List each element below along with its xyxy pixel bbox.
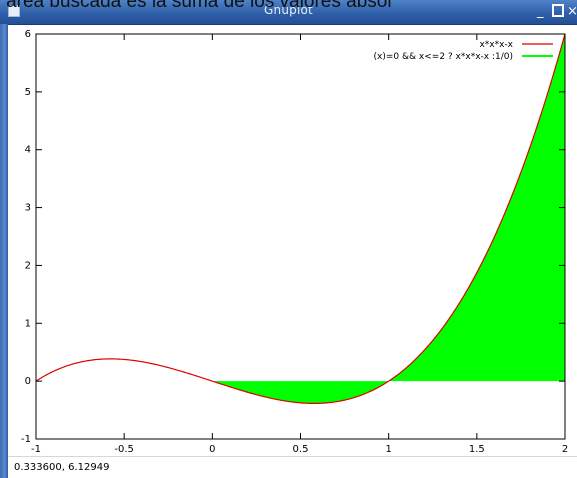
title-bar[interactable]: Gnuplot _ × [0,0,577,25]
x-tick-label: 0.5 [293,444,309,455]
legend-label-fill: (x)=0 && x<=2 ? x*x*x-x :1/0) [374,52,513,62]
x-tick-label: 0 [209,444,215,455]
y-tick-label: 5 [25,87,31,98]
x-tick-label: 1.5 [469,444,485,455]
window-left-border [0,24,8,478]
x-tick-label: -0.5 [114,444,134,455]
maximize-button[interactable] [552,4,564,17]
close-button[interactable]: × [567,4,577,19]
window-title: Gnuplot [264,3,313,17]
x-tick-label: 2 [562,444,568,455]
filled-area [212,34,565,404]
y-tick-label: 2 [25,260,31,271]
window-menu-icon[interactable] [8,5,20,17]
x-tick-label: -1 [31,444,41,455]
y-tick-label: 0 [25,376,31,387]
legend-label-curve: x*x*x-x [479,40,513,50]
y-tick-label: 6 [25,29,31,40]
plot-layer: -1 -0.5 0 0.5 1 1.5 2 -1 0 1 2 3 4 5 6 x*x*x-x (x)=0 && … [21,29,568,455]
status-bar: 0.333600, 6.12949 [8,456,577,478]
plot-area[interactable]: -1 -0.5 0 0.5 1 1.5 2 -1 0 1 2 3 4 5 6 x*x*x-x (x)=0 && … [8,24,577,456]
curve-line [35,33,566,405]
y-tick-label: 3 [25,203,31,214]
y-tick-label: 1 [25,318,31,329]
minimize-button[interactable]: _ [537,4,544,19]
mouse-coordinates: 0.333600, 6.12949 [14,462,110,473]
x-tick-label: 1 [385,444,391,455]
y-tick-label: -1 [21,434,31,445]
y-tick-label: 4 [25,145,31,156]
plot-canvas: -1 -0.5 0 0.5 1 1.5 2 -1 0 1 2 3 4 5 6 x*x*x-x (x)=0 && … [21,29,568,455]
